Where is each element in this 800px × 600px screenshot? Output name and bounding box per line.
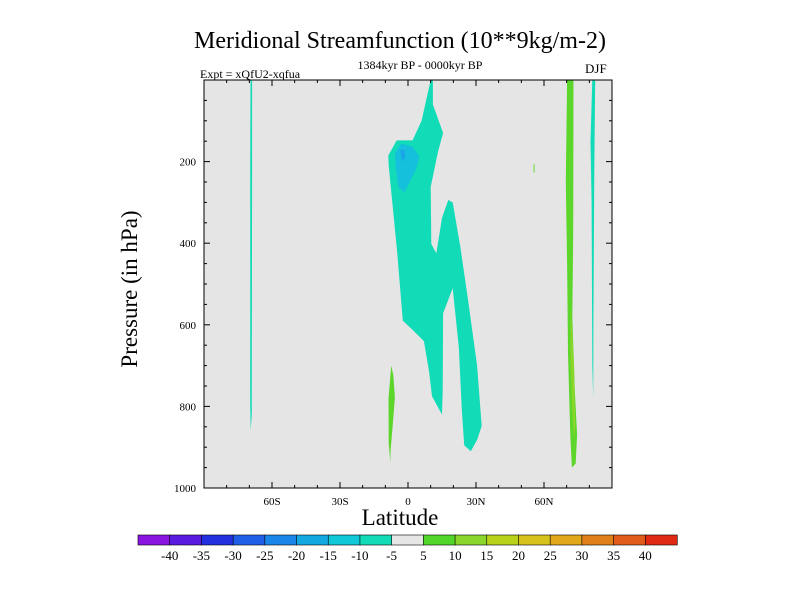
contour-region-tropical-upper-inner-core bbox=[400, 149, 406, 162]
colorbar-box bbox=[327, 534, 361, 546]
contour-region-south-polar-negative-streak bbox=[250, 80, 253, 431]
x-axis-label: Latitude bbox=[361, 505, 439, 530]
x-tick-label: 60S bbox=[263, 496, 280, 508]
colorbar-label: -20 bbox=[288, 548, 305, 563]
colorbar-box bbox=[137, 534, 171, 546]
colorbar-label: -25 bbox=[256, 548, 273, 563]
colorbar-box bbox=[486, 534, 520, 546]
x-tick-label: 30N bbox=[467, 496, 486, 508]
contour-region-north-polar-negative-streak bbox=[590, 80, 596, 399]
colorbar-label: 30 bbox=[575, 548, 588, 563]
colorbar-label: 5 bbox=[420, 548, 427, 563]
colorbar-box bbox=[296, 534, 329, 546]
colorbar-label: -10 bbox=[351, 548, 368, 563]
colorbar-box bbox=[581, 534, 615, 546]
colorbar-box bbox=[169, 534, 203, 546]
colorbar-box bbox=[454, 534, 488, 546]
colorbar-box bbox=[232, 534, 266, 546]
y-tick-label: 200 bbox=[180, 157, 197, 169]
colorbar: -40 -35 -30 -25 -20 -15 -10 -5 5 10 15 20 25 30 35 40 bbox=[137, 534, 678, 563]
colorbar-box bbox=[359, 534, 393, 546]
colorbar-label: -30 bbox=[224, 548, 241, 563]
colorbar-box bbox=[549, 534, 583, 546]
y-tick-label: 400 bbox=[180, 238, 197, 250]
y-tick-label: 800 bbox=[180, 401, 197, 413]
colorbar-box bbox=[518, 534, 551, 546]
contour-region-tropical-upper-core bbox=[394, 143, 420, 193]
colorbar-label: 35 bbox=[607, 548, 620, 563]
contour-region-northern-subtropic-positive-speck bbox=[533, 163, 535, 173]
colorbar-box bbox=[644, 534, 678, 546]
colorbar-label: -35 bbox=[193, 548, 210, 563]
colorbar-label: 15 bbox=[480, 548, 493, 563]
colorbar-label: 25 bbox=[544, 548, 557, 563]
colorbar-label: 40 bbox=[639, 548, 652, 563]
colorbar-box bbox=[201, 534, 234, 546]
x-tick-label: 0 bbox=[405, 496, 411, 508]
x-tick-label: 30S bbox=[331, 496, 348, 508]
x-tick-label: 60N bbox=[535, 496, 554, 508]
y-tick-label: 1000 bbox=[174, 483, 197, 495]
colorbar-label: -15 bbox=[320, 548, 337, 563]
colorbar-label: -40 bbox=[161, 548, 178, 563]
contour-region-north-polar-positive-core bbox=[570, 308, 576, 439]
season-label: DJF bbox=[585, 61, 607, 76]
colorbar-box bbox=[423, 534, 456, 546]
time-range-label: 1384kyr BP - 0000kyr BP bbox=[357, 58, 483, 72]
experiment-label: Expt = xQfU2-xqfua bbox=[200, 67, 301, 81]
chart-title: Meridional Streamfunction (10**9kg/m-2) bbox=[194, 28, 606, 54]
colorbar-box bbox=[613, 534, 646, 546]
colorbar-box bbox=[391, 534, 424, 546]
contour-region-southern-tropics-positive bbox=[388, 365, 395, 463]
colorbar-label: 20 bbox=[512, 548, 525, 563]
colorbar-label: -5 bbox=[386, 548, 397, 563]
colorbar-label: 10 bbox=[449, 548, 462, 563]
colorbar-box bbox=[264, 534, 298, 546]
contour-region-north-polar-positive-streak bbox=[565, 80, 578, 468]
y-tick-label: 600 bbox=[180, 320, 197, 332]
